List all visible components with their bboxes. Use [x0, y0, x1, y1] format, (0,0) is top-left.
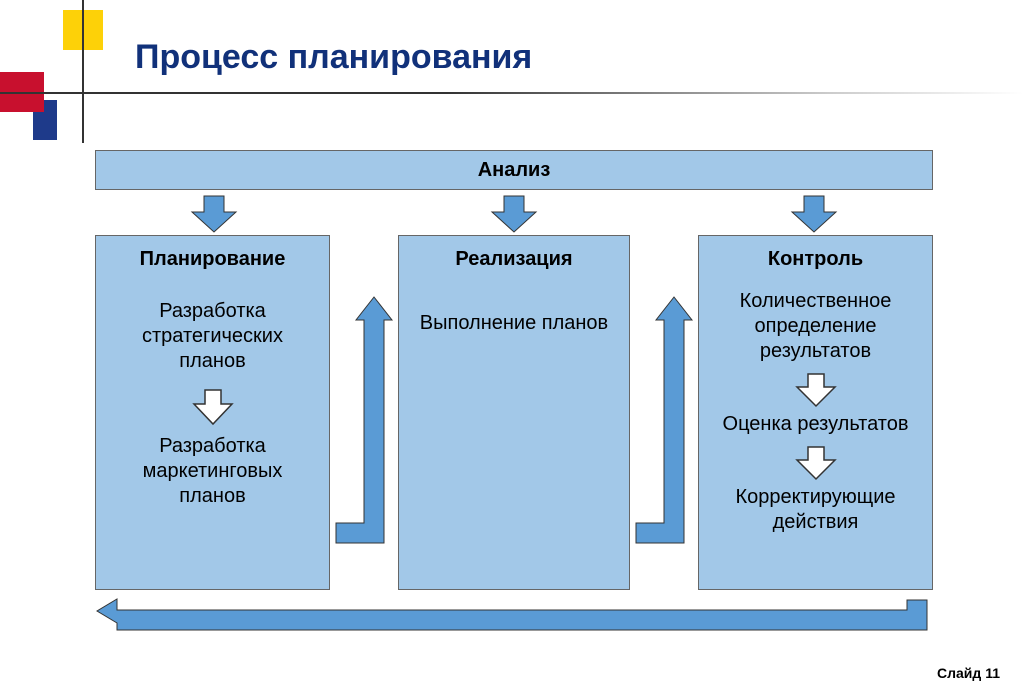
analysis-label: Анализ	[478, 159, 551, 182]
realization-header: Реализация	[411, 248, 617, 271]
control-header: Контроль	[711, 248, 920, 271]
control-box: Контроль Количественное определение резу…	[698, 235, 933, 590]
planning-item-2: Разработка маркетинговых планов	[108, 434, 317, 509]
control-item-3: Корректирующие действия	[711, 485, 920, 535]
planning-box: Планирование Разработка стратегических п…	[95, 235, 330, 590]
deco-hline-long	[63, 92, 1023, 94]
arrow-down-1	[189, 194, 239, 234]
control-item-2: Оценка результатов	[711, 412, 920, 437]
deco-vline	[82, 0, 84, 143]
control-inner-arrow-1	[794, 372, 838, 408]
control-inner-arrow-2	[794, 445, 838, 481]
control-item-1: Количественное определение результатов	[711, 289, 920, 364]
slide-number: Слайд 11	[937, 665, 1000, 681]
realization-item-1: Выполнение планов	[411, 311, 617, 336]
elbow-arrow-1	[334, 295, 396, 545]
arrow-down-2	[489, 194, 539, 234]
page-title: Процесс планирования	[135, 38, 532, 77]
realization-box: Реализация Выполнение планов	[398, 235, 630, 590]
feedback-arrow	[95, 592, 933, 638]
planning-item-1: Разработка стратегических планов	[108, 299, 317, 374]
analysis-box: Анализ	[95, 150, 933, 190]
elbow-arrow-2	[634, 295, 696, 545]
planning-inner-arrow	[191, 388, 235, 426]
arrow-down-3	[789, 194, 839, 234]
planning-header: Планирование	[108, 248, 317, 271]
